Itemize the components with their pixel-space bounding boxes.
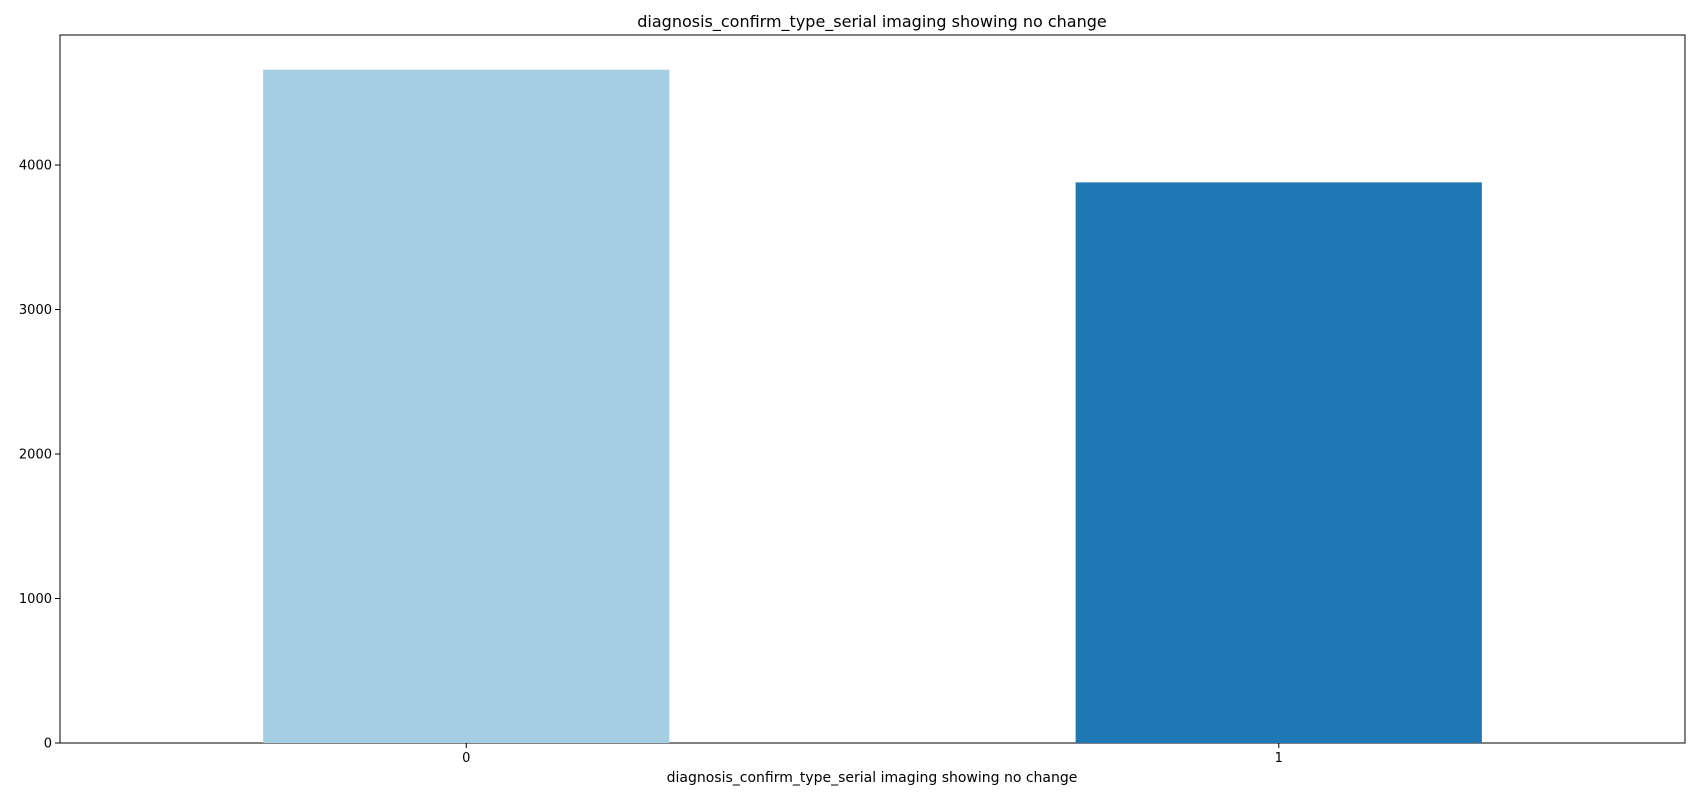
y-tick-label: 2000 xyxy=(19,448,52,463)
bars-group xyxy=(263,69,1482,744)
y-axis-ticks: 0 1000 2000 3000 4000 xyxy=(19,159,60,752)
y-tick-label: 4000 xyxy=(19,159,52,174)
chart-title: diagnosis_confirm_type_serial imaging sh… xyxy=(637,12,1106,32)
y-tick-label: 3000 xyxy=(19,303,52,318)
y-tick-label: 1000 xyxy=(19,592,52,607)
x-tick-label: 1 xyxy=(1275,751,1283,766)
bar-0 xyxy=(263,69,670,743)
x-axis-label: diagnosis_confirm_type_serial imaging sh… xyxy=(667,770,1078,786)
y-tick-label: 0 xyxy=(44,737,52,752)
bar-1 xyxy=(1075,182,1482,744)
plot-frame xyxy=(59,34,1686,744)
x-tick-label: 0 xyxy=(462,751,470,766)
